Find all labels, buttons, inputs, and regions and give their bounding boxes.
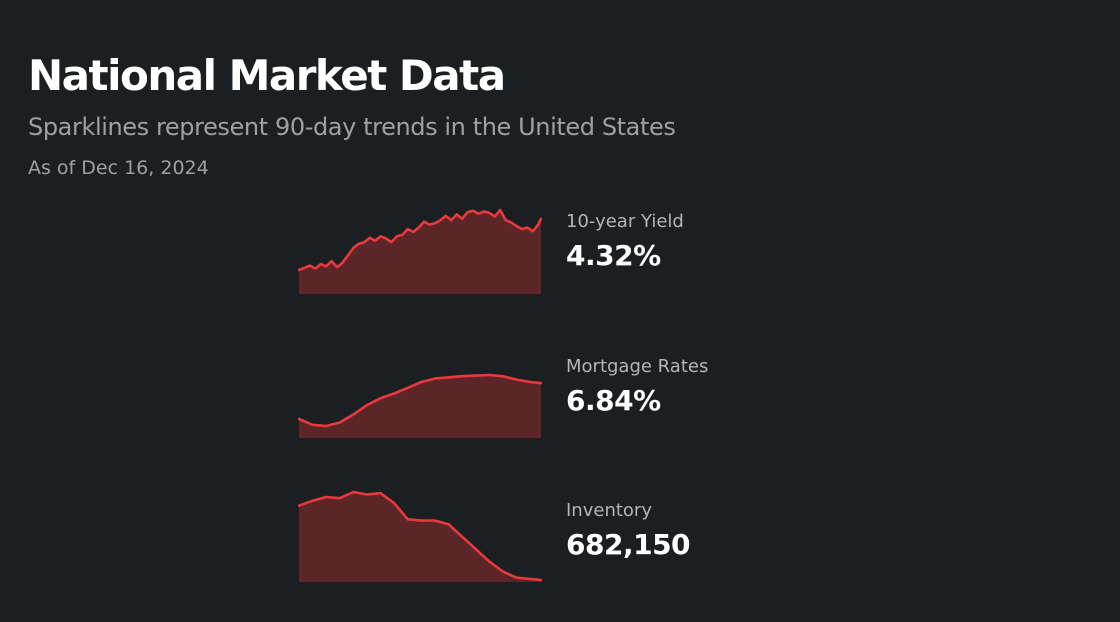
inventory-sparkline [298, 490, 542, 582]
mortgage-rates-area [299, 375, 541, 438]
page-subtitle: Sparklines represent 90-day trends in th… [28, 113, 676, 141]
inventory-area [299, 492, 541, 582]
yield-label: 10-year Yield [566, 211, 684, 232]
mortgage-rates-value: 6.84% [566, 384, 661, 417]
yield-area [299, 210, 541, 294]
inventory-value: 682,150 [566, 528, 691, 561]
mortgage-rates-label: Mortgage Rates [566, 356, 709, 377]
mortgage-rates-sparkline [298, 373, 542, 438]
yield-value: 4.32% [566, 239, 661, 272]
yield-line [298, 208, 542, 272]
inventory-label: Inventory [566, 500, 652, 521]
yield-sparkline [298, 208, 542, 294]
mortgage-rates-line [298, 373, 542, 428]
page-title: National Market Data [28, 51, 506, 100]
as-of-date: As of Dec 16, 2024 [28, 157, 209, 179]
inventory-line [298, 490, 542, 582]
